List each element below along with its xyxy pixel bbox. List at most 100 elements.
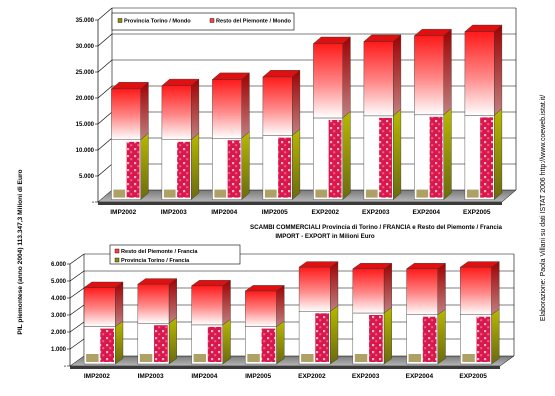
bar-upper-side [241,72,250,139]
bar-upper-side [330,261,339,312]
bar-lower-pattern [227,140,241,198]
floor-lip [98,202,502,205]
y-tick-label: 3.000 [51,313,67,319]
bar-IMP2004 [211,72,250,201]
bar-EXP2005 [464,24,503,201]
bar-lower-motif [214,189,227,198]
bar-top [298,261,339,268]
bar-IMP2003 [161,78,200,201]
x-tick-label: EXP2002 [298,373,326,380]
bar-upper-front [83,287,116,327]
legend-label: Resto del Piemonte / Francia [121,249,198,255]
bar-top [83,281,124,288]
y-tick-label: - [64,364,66,370]
x-tick-label: IMP2003 [161,209,187,216]
bar-lower-pattern [328,119,342,198]
x-tick-label: EXP2004 [413,209,441,216]
bar-lower-pattern [315,313,330,362]
top-chart: - 5.000 10.000 15.000 20.000 25.000 30.000 35.0… [76,7,517,216]
bar-EXP2002 [312,36,351,201]
bar-lower-side [291,128,301,201]
gridline-diag [69,304,85,316]
y-tick-label: 5.000 [51,279,67,285]
bar-upper-front [298,266,331,312]
bar-upper-side [437,262,446,316]
bar-lower-motif [193,354,207,362]
x-tick-label: EXP2002 [312,209,340,216]
bar-lower-motif [408,354,422,362]
x-tick-label: IMP2003 [138,373,164,380]
bar-top [352,263,393,269]
gridline-diag [97,33,113,47]
bar-lower-side [342,110,351,201]
bar-IMP2003 [137,278,178,365]
y-tick-label: 25.000 [76,70,95,76]
legend-box [111,12,295,31]
bar-upper-front [191,285,223,326]
bar-top [363,34,402,42]
gridline-diag [97,163,113,177]
bar-lower-side [190,132,200,201]
bar-EXP2005 [459,261,500,365]
bar-lower-side [276,320,285,365]
bar-lower-motif [466,189,479,198]
bar-top [190,280,232,286]
legend-box [109,244,241,265]
x-tick-label: EXP2003 [362,209,390,216]
x-tick-label: EXP2005 [463,209,491,216]
bar-IMP2002 [110,81,149,201]
bar-upper-side [443,28,452,116]
bar-upper-front [245,290,277,327]
middle-title-1: SCAMBI COMMERCIALI Provincia di Torino /… [250,224,503,231]
bar-upper-front [363,41,394,117]
bar-lower-pattern [154,325,168,362]
bar-upper-side [493,24,503,116]
bar-lower-motif [354,354,368,362]
bar-IMP2005 [244,285,285,365]
bar-top [110,82,149,90]
gridline-diag [69,270,85,282]
bar-EXP2003 [352,262,393,365]
legend-label: Provincia Torino / Francia [121,258,190,264]
bar-top [312,36,351,44]
bar-upper-front [406,268,438,315]
x-tick-label: IMP2004 [191,373,217,380]
bar-upper-front [414,35,444,116]
gridline-diag [69,338,85,350]
bar-lower-side [140,132,149,201]
legend-swatch [114,248,120,254]
bar-lower-motif [247,354,260,362]
gridline-diag [97,137,113,151]
bar-upper-front [460,266,492,315]
bar-lower-side [330,305,339,365]
bar-lower-side [115,320,124,365]
bar-lower-side [491,308,500,365]
legend-swatch [117,18,123,23]
bar-top [244,285,285,292]
bar-lower-motif [315,189,328,198]
bar-lower-motif [113,189,126,198]
x-tick-label: IMP2002 [110,209,136,216]
bar-upper-side [140,81,149,141]
bar-lower-motif [86,354,99,362]
bar-lower-motif [139,354,153,362]
floor-lip [70,366,500,369]
bar-top [137,278,178,285]
bar-IMP2005 [262,69,301,201]
y-tick-label: - [92,200,94,206]
y-tick-label: 35.000 [76,18,95,24]
y-tick-label: 10.000 [76,148,95,154]
bar-lower-pattern [278,137,292,198]
bar-lower-pattern [369,315,383,362]
y-tick-label: 30.000 [76,44,95,50]
bar-lower-side [383,307,392,365]
gridline-diag [69,321,85,333]
bar-lower-side [392,108,402,201]
bar-lower-pattern [177,141,191,198]
y-tick-label: 6.000 [51,262,67,268]
gridline-diag [97,85,113,99]
x-tick-label: IMP2005 [262,209,288,216]
bar-lower-pattern [480,117,494,198]
bar-lower-side [493,108,503,201]
gridline-diag [69,287,85,299]
